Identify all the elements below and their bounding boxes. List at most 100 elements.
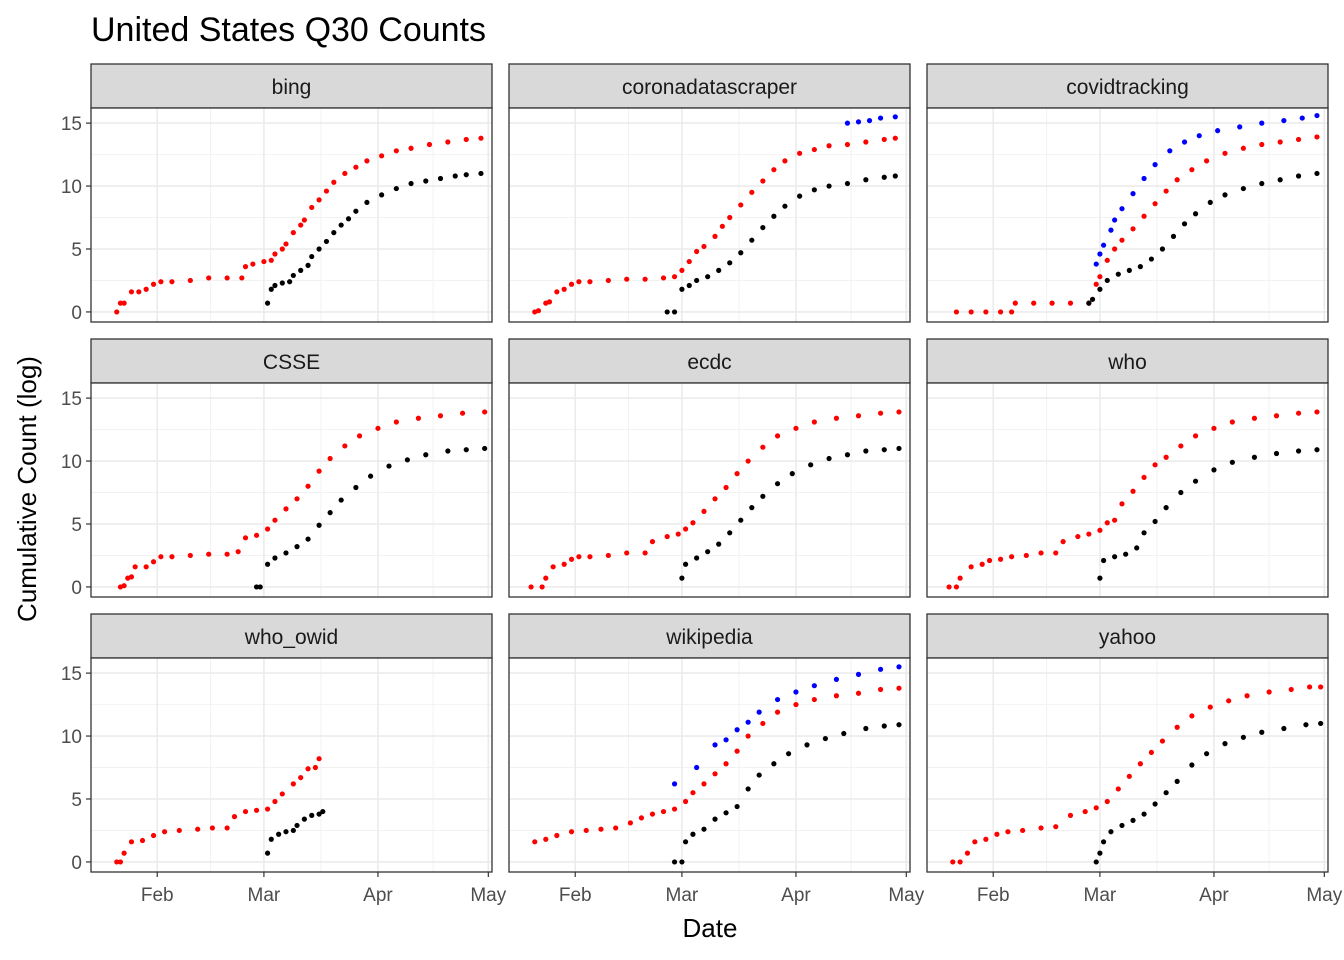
data-point-red	[393, 419, 399, 425]
data-point-red	[576, 279, 582, 285]
data-point-black	[1126, 267, 1132, 273]
data-point-black	[294, 822, 300, 829]
data-point-black	[760, 224, 766, 231]
data-point-red	[760, 178, 766, 184]
data-point-red	[638, 815, 645, 821]
data-point-black	[298, 267, 304, 273]
data-point-black	[463, 447, 469, 453]
data-point-red	[660, 275, 667, 281]
facet-strip	[90, 63, 493, 109]
data-point-red	[459, 410, 466, 416]
data-point-red	[143, 286, 149, 292]
data-point-red	[169, 279, 175, 285]
data-point-red	[1266, 689, 1272, 695]
data-point-blue	[1281, 117, 1287, 124]
data-point-black	[1303, 722, 1309, 728]
data-point-black	[1259, 729, 1265, 735]
data-point-red	[298, 222, 304, 228]
data-point-black	[1211, 467, 1217, 473]
data-point-red	[150, 559, 157, 565]
data-point-blue	[844, 120, 851, 126]
data-point-black	[682, 839, 689, 845]
data-point-black	[364, 199, 370, 206]
data-point-blue	[1314, 112, 1320, 119]
data-point-red	[554, 289, 560, 295]
data-point-black	[445, 448, 451, 454]
data-point-red	[712, 496, 718, 502]
data-point-red	[624, 276, 630, 282]
data-point-red	[561, 286, 567, 292]
data-point-red	[224, 275, 230, 281]
data-point-red	[1130, 226, 1136, 232]
data-point-red	[331, 179, 337, 185]
facet-strip	[508, 613, 911, 659]
data-point-black	[738, 250, 744, 256]
data-point-blue	[1259, 120, 1265, 126]
data-point-black	[305, 262, 311, 268]
data-point-black	[1203, 751, 1210, 757]
data-point-blue	[1181, 139, 1188, 145]
data-point-red	[1130, 488, 1136, 494]
data-point-black	[745, 786, 751, 792]
data-point-red	[624, 550, 630, 556]
data-point-black	[1240, 734, 1246, 740]
data-point-red	[1244, 693, 1250, 699]
data-point-red	[690, 520, 696, 526]
data-point-black	[1314, 447, 1320, 453]
data-point-black	[478, 170, 484, 177]
data-point-blue	[1215, 128, 1221, 134]
data-point-black	[1259, 180, 1265, 187]
data-point-black	[1141, 530, 1147, 536]
data-point-red	[532, 839, 538, 845]
data-point-red	[986, 557, 993, 564]
data-point-red	[1314, 134, 1320, 140]
data-point-blue	[892, 114, 898, 120]
data-point-black	[294, 544, 300, 550]
data-point-black	[1148, 256, 1155, 262]
data-point-black	[264, 850, 271, 856]
data-point-red	[694, 248, 700, 255]
data-point-red	[539, 584, 545, 590]
data-point-red	[1012, 300, 1018, 306]
data-point-black	[316, 811, 322, 817]
data-point-black	[694, 555, 700, 561]
data-point-red	[209, 825, 216, 831]
data-point-red	[1295, 136, 1302, 143]
data-point-red	[1060, 539, 1066, 545]
data-point-black	[1192, 478, 1199, 484]
data-point-black	[892, 173, 898, 179]
data-point-red	[1229, 419, 1235, 425]
data-point-red	[896, 409, 902, 415]
data-point-black	[705, 274, 711, 280]
data-point-red	[1093, 805, 1099, 811]
panel-border	[926, 107, 1329, 323]
data-point-blue	[1108, 227, 1114, 233]
data-point-black	[408, 180, 414, 187]
data-point-black	[881, 447, 887, 453]
data-point-red	[1097, 274, 1103, 280]
data-point-red	[239, 275, 245, 281]
data-point-red	[356, 433, 363, 439]
facet-strip	[926, 63, 1329, 109]
data-point-red	[353, 164, 359, 170]
data-point-black	[437, 175, 444, 182]
data-point-red	[727, 214, 733, 221]
data-point-red	[660, 808, 667, 815]
data-point-black	[734, 803, 740, 810]
data-point-red	[305, 483, 311, 489]
data-point-blue	[811, 683, 817, 689]
data-point-red	[797, 150, 803, 156]
data-point-red	[690, 790, 696, 796]
data-point-red	[305, 766, 311, 772]
data-point-red	[342, 170, 348, 177]
data-point-red	[1163, 188, 1169, 194]
data-point-black	[1097, 850, 1103, 856]
data-point-red	[1126, 773, 1132, 779]
data-point-black	[686, 282, 692, 289]
panel-border	[926, 657, 1329, 873]
data-point-black	[671, 859, 678, 865]
data-point-black	[323, 238, 330, 245]
data-point-blue	[1141, 175, 1147, 182]
data-point-red	[1009, 554, 1015, 560]
x-tick-label: May	[470, 885, 506, 906]
